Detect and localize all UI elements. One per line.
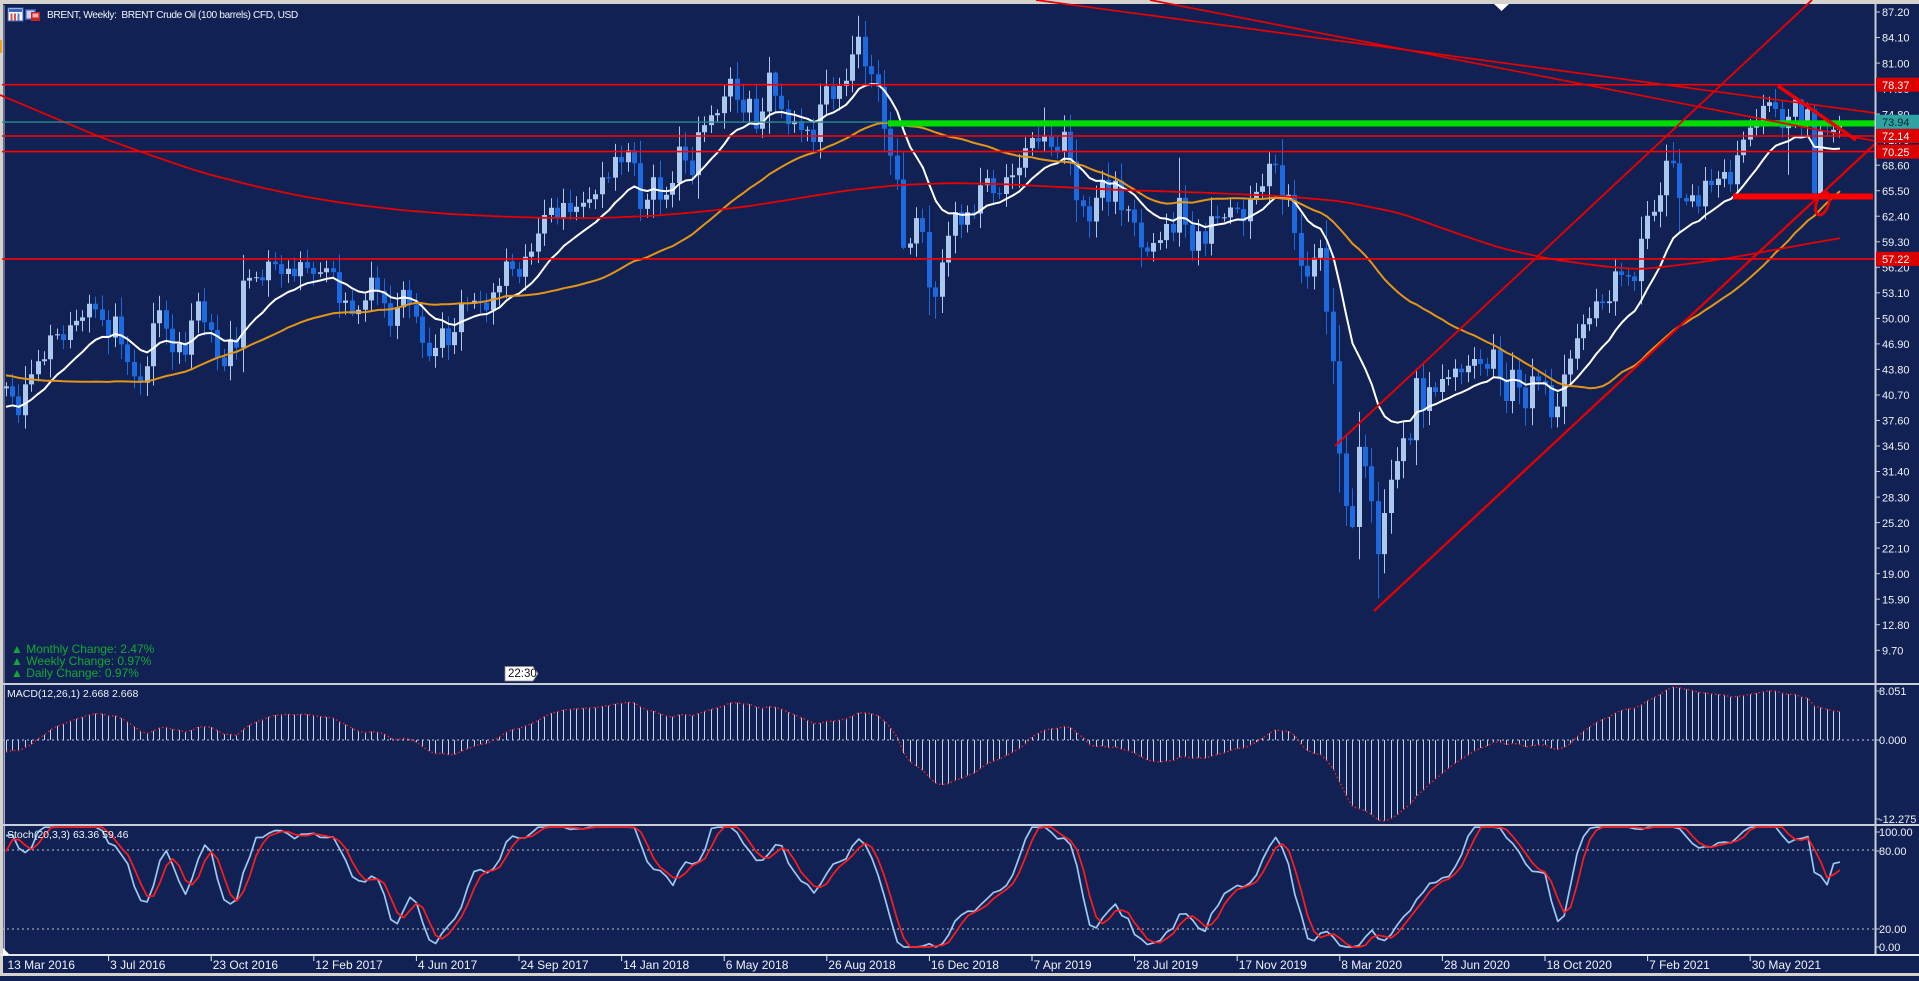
svg-text:37.60: 37.60 [1882,416,1910,428]
svg-text:18 Oct 2020: 18 Oct 2020 [1547,958,1613,972]
svg-text:20.00: 20.00 [1879,924,1907,936]
svg-text:0.00: 0.00 [1879,942,1900,954]
svg-text:22.10: 22.10 [1882,543,1910,555]
svg-text:43.80: 43.80 [1882,365,1910,377]
svg-text:50.00: 50.00 [1882,314,1910,326]
svg-text:34.50: 34.50 [1882,441,1910,453]
svg-text:12 Feb 2017: 12 Feb 2017 [315,958,383,972]
svg-text:40.70: 40.70 [1882,390,1910,402]
svg-text:28 Jun 2020: 28 Jun 2020 [1444,958,1510,972]
svg-text:9.70: 9.70 [1882,646,1903,658]
svg-text:68.60: 68.60 [1882,160,1910,172]
svg-text:24 Sep 2017: 24 Sep 2017 [521,958,589,972]
svg-text:0.000: 0.000 [1879,735,1907,747]
svg-text:59.30: 59.30 [1882,237,1910,249]
svg-text:70.25: 70.25 [1882,147,1910,159]
svg-text:87.20: 87.20 [1882,7,1910,19]
svg-text:100.00: 100.00 [1879,827,1913,839]
svg-text:19.00: 19.00 [1882,569,1910,581]
svg-text:▲ Monthly Change: 2.47%: ▲ Monthly Change: 2.47% [11,642,155,656]
svg-text:Stoch(20,3,3) 63.36 59.46: Stoch(20,3,3) 63.36 59.46 [7,829,129,841]
svg-text:▲ Weekly Change: 0.97%: ▲ Weekly Change: 0.97% [11,654,152,668]
svg-text:23 Oct 2016: 23 Oct 2016 [213,958,279,972]
svg-text:14 Jan 2018: 14 Jan 2018 [623,958,689,972]
svg-text:46.90: 46.90 [1882,339,1910,351]
svg-text:7 Feb 2021: 7 Feb 2021 [1649,958,1710,972]
svg-text:12.80: 12.80 [1882,620,1910,632]
svg-text:8.051: 8.051 [1879,686,1907,698]
svg-text:26 Aug 2018: 26 Aug 2018 [828,958,896,972]
svg-text:84.10: 84.10 [1882,33,1910,45]
svg-text:81.00: 81.00 [1882,58,1910,70]
svg-text:16 Dec 2018: 16 Dec 2018 [931,958,999,972]
svg-text:▲ Daily Change: 0.97%: ▲ Daily Change: 0.97% [11,666,139,680]
svg-text:15.90: 15.90 [1882,594,1910,606]
svg-text:62.40: 62.40 [1882,211,1910,223]
svg-text:78.37: 78.37 [1882,80,1910,92]
svg-text:MACD(12,26,1) 2.668 2.668: MACD(12,26,1) 2.668 2.668 [7,688,138,700]
svg-text:31.40: 31.40 [1882,467,1910,479]
svg-text:72.14: 72.14 [1882,131,1910,143]
svg-text:BRENT, Weekly: BRENT Crude Oi: BRENT, Weekly: BRENT Crude Oil (100 barr… [47,10,298,21]
svg-text:4 Jun 2017: 4 Jun 2017 [418,958,478,972]
svg-text:65.50: 65.50 [1882,186,1910,198]
svg-text:13 Mar 2016: 13 Mar 2016 [8,958,76,972]
svg-text:8 Mar 2020: 8 Mar 2020 [1341,958,1402,972]
svg-text:17 Nov 2019: 17 Nov 2019 [1239,958,1307,972]
svg-text:73.94: 73.94 [1882,117,1910,129]
svg-text:28 Jul 2019: 28 Jul 2019 [1136,958,1198,972]
svg-text:6 May 2018: 6 May 2018 [726,958,789,972]
svg-text:-12.275: -12.275 [1879,814,1916,826]
svg-text:22:30: 22:30 [508,668,537,680]
svg-text:57.22: 57.22 [1882,254,1910,266]
svg-text:3 Jul 2016: 3 Jul 2016 [110,958,166,972]
svg-text:28.30: 28.30 [1882,492,1910,504]
svg-text:7 Apr 2019: 7 Apr 2019 [1034,958,1092,972]
svg-text:53.10: 53.10 [1882,288,1910,300]
svg-text:80.00: 80.00 [1879,846,1907,858]
svg-text:30 May 2021: 30 May 2021 [1752,958,1822,972]
svg-text:25.20: 25.20 [1882,518,1910,530]
